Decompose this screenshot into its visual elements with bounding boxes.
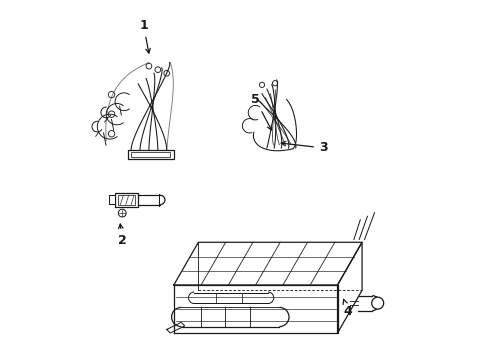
Circle shape bbox=[108, 91, 115, 98]
Text: 2: 2 bbox=[118, 224, 126, 247]
Text: 1: 1 bbox=[139, 19, 150, 53]
FancyBboxPatch shape bbox=[127, 150, 174, 159]
Circle shape bbox=[259, 82, 265, 87]
Text: 4: 4 bbox=[343, 299, 353, 318]
Circle shape bbox=[272, 81, 278, 86]
FancyBboxPatch shape bbox=[115, 193, 138, 207]
Circle shape bbox=[155, 67, 161, 72]
Circle shape bbox=[108, 131, 115, 137]
Circle shape bbox=[108, 111, 115, 117]
Circle shape bbox=[372, 297, 384, 309]
Circle shape bbox=[164, 71, 170, 76]
Text: 3: 3 bbox=[281, 141, 328, 154]
Text: 5: 5 bbox=[251, 94, 271, 130]
FancyBboxPatch shape bbox=[109, 195, 115, 204]
Circle shape bbox=[146, 63, 152, 69]
Circle shape bbox=[118, 209, 126, 217]
